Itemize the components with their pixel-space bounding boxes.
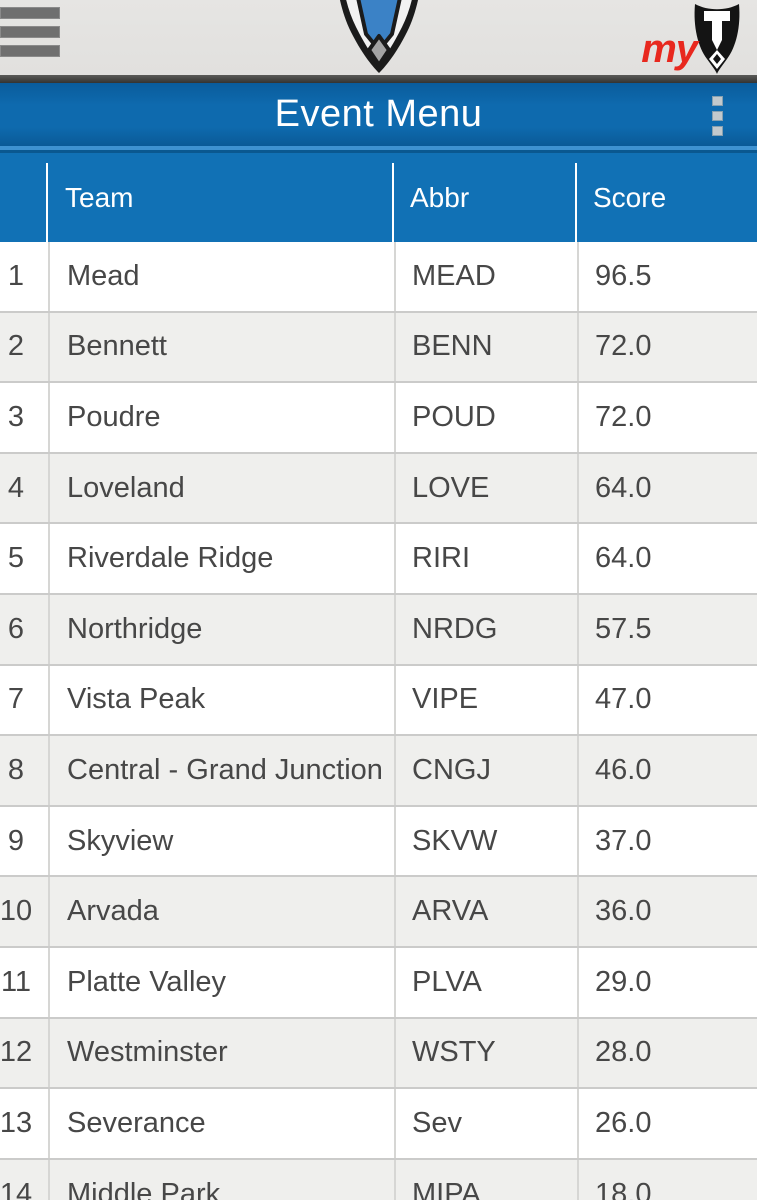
table-row[interactable]: 2 Bennett BENN 72.0	[0, 312, 757, 384]
kebab-menu-icon[interactable]	[712, 96, 727, 136]
score-cell: 72.0	[577, 383, 757, 452]
rank-cell: 1	[7, 259, 25, 292]
team-standings-table: Team Abbr Score 1 Mead MEAD 96.5 2 Benne…	[0, 153, 757, 1200]
team-cell: Riverdale Ridge	[48, 524, 394, 593]
table-row[interactable]: 4 Loveland LOVE 64.0	[0, 453, 757, 525]
abbr-cell: VIPE	[394, 665, 577, 735]
kebab-dot	[712, 111, 723, 121]
table-body: 1 Mead MEAD 96.5 2 Bennett BENN 72.0 3 P…	[0, 242, 757, 1200]
page-title: Event Menu	[274, 93, 483, 135]
event-bar-highlight	[0, 146, 757, 150]
score-cell: 28.0	[577, 1018, 757, 1088]
score-cell: 57.5	[577, 594, 757, 664]
kebab-dot	[712, 96, 723, 106]
abbr-cell: NRDG	[394, 594, 577, 664]
abbr-cell: SKVW	[394, 806, 577, 876]
table-row[interactable]: 3 Poudre POUD 72.0	[0, 383, 757, 454]
abbr-cell: CNGJ	[394, 736, 577, 805]
brand-my-text: my	[641, 27, 698, 71]
abbr-cell: BENN	[394, 312, 577, 382]
team-cell: Platte Valley	[48, 947, 394, 1017]
table-row[interactable]: 6 Northridge NRDG 57.5	[0, 594, 757, 666]
tw-shield-icon	[694, 4, 740, 74]
score-cell: 72.0	[577, 312, 757, 382]
table-row[interactable]: 10 Arvada ARVA 36.0	[0, 877, 757, 948]
table-row[interactable]: 9 Skyview SKVW 37.0	[0, 806, 757, 878]
score-cell: 47.0	[577, 665, 757, 735]
shield-logo-graphic	[340, 0, 418, 73]
score-cell: 37.0	[577, 806, 757, 876]
table-row[interactable]: 14 Middle Park MIPA 18.0	[0, 1159, 757, 1200]
score-cell: 96.5	[577, 242, 757, 311]
team-cell: Poudre	[48, 383, 394, 452]
team-cell: Middle Park	[48, 1159, 394, 1200]
hamburger-menu-icon[interactable]	[0, 7, 62, 57]
event-menu-bar: Event Menu	[0, 83, 757, 146]
hamburger-bar	[0, 7, 60, 19]
event-bar-shadow	[0, 150, 757, 153]
team-cell: Central - Grand Junction	[48, 736, 394, 805]
team-cell: Vista Peak	[48, 665, 394, 735]
team-cell: Arvada	[48, 877, 394, 946]
score-cell: 46.0	[577, 736, 757, 805]
hamburger-bar	[0, 26, 60, 38]
abbr-cell: MIPA	[394, 1159, 577, 1200]
abbr-cell: Sev	[394, 1089, 577, 1158]
rank-cell: 6	[7, 612, 25, 645]
abbr-cell: ARVA	[394, 877, 577, 946]
score-cell: 64.0	[577, 524, 757, 593]
hamburger-bar	[0, 45, 60, 57]
score-cell: 64.0	[577, 453, 757, 523]
rank-cell: 11	[0, 965, 32, 998]
app-bar: my	[0, 0, 757, 75]
table-row[interactable]: 5 Riverdale Ridge RIRI 64.0	[0, 524, 757, 595]
score-cell: 36.0	[577, 877, 757, 946]
rank-cell: 13	[0, 1106, 33, 1139]
header-score: Score	[575, 153, 757, 242]
team-cell: Mead	[48, 242, 394, 311]
abbr-cell: PLVA	[394, 947, 577, 1017]
table-row[interactable]: 12 Westminster WSTY 28.0	[0, 1018, 757, 1090]
table-row[interactable]: 7 Vista Peak VIPE 47.0	[0, 665, 757, 737]
rank-cell: 12	[0, 1036, 33, 1069]
table-row[interactable]: 1 Mead MEAD 96.5	[0, 242, 757, 313]
abbr-cell: POUD	[394, 383, 577, 452]
rank-cell: 2	[7, 330, 25, 363]
rank-cell: 7	[7, 683, 25, 716]
table-row[interactable]: 11 Platte Valley PLVA 29.0	[0, 947, 757, 1019]
abbr-cell: MEAD	[394, 242, 577, 311]
team-cell: Northridge	[48, 594, 394, 664]
team-cell: Westminster	[48, 1018, 394, 1088]
kebab-dot	[712, 126, 723, 136]
rank-cell: 9	[7, 824, 25, 857]
rank-cell: 14	[0, 1177, 33, 1200]
team-cell: Bennett	[48, 312, 394, 382]
table-header-row: Team Abbr Score	[0, 153, 757, 242]
abbr-cell: WSTY	[394, 1018, 577, 1088]
abbr-cell: RIRI	[394, 524, 577, 593]
my-trackwrestling-brand: my	[641, 2, 743, 75]
table-row[interactable]: 8 Central - Grand Junction CNGJ 46.0	[0, 736, 757, 807]
trackwrestling-shield-logo[interactable]	[328, 0, 430, 75]
header-divider	[0, 75, 757, 83]
rank-cell: 4	[7, 471, 25, 504]
header-rank	[0, 153, 48, 242]
table-row[interactable]: 13 Severance Sev 26.0	[0, 1089, 757, 1160]
rank-cell: 10	[0, 895, 33, 928]
rank-cell: 5	[7, 542, 25, 575]
team-cell: Severance	[48, 1089, 394, 1158]
team-cell: Loveland	[48, 453, 394, 523]
team-cell: Skyview	[48, 806, 394, 876]
header-team: Team	[46, 153, 394, 242]
header-abbr: Abbr	[392, 153, 577, 242]
score-cell: 18.0	[577, 1159, 757, 1200]
score-cell: 29.0	[577, 947, 757, 1017]
abbr-cell: LOVE	[394, 453, 577, 523]
rank-cell: 8	[7, 753, 25, 786]
rank-cell: 3	[7, 400, 25, 433]
score-cell: 26.0	[577, 1089, 757, 1158]
